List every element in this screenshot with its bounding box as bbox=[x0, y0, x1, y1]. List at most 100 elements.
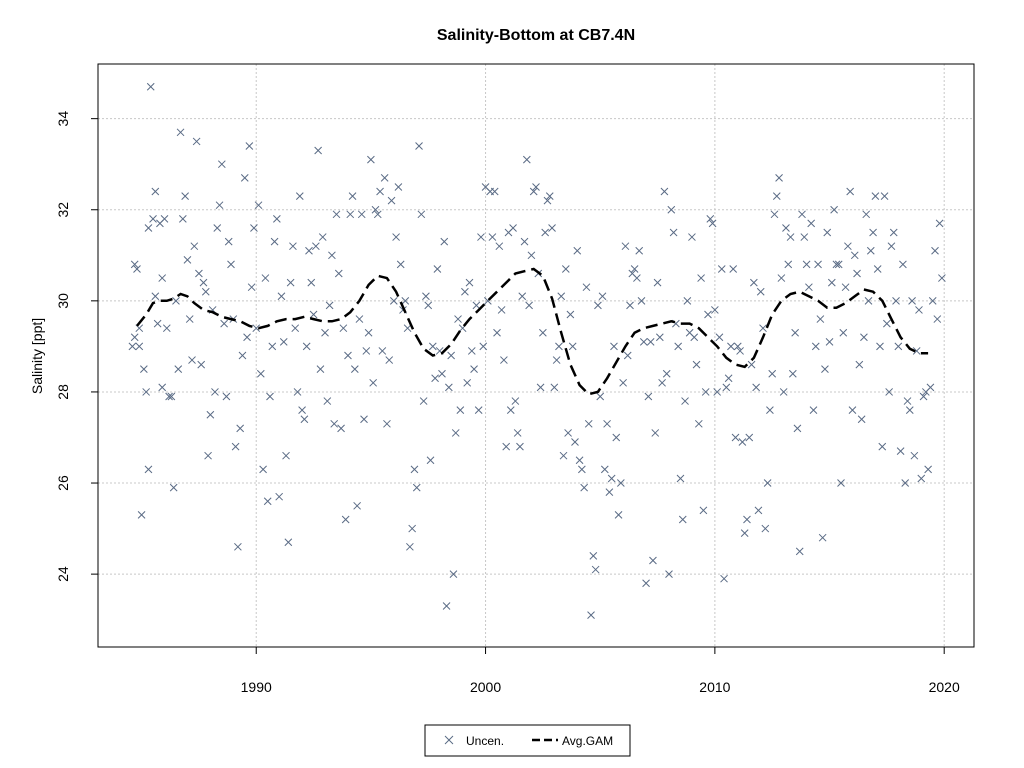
data-point bbox=[169, 483, 178, 492]
data-point bbox=[830, 205, 838, 214]
data-point bbox=[334, 269, 343, 278]
data-point bbox=[513, 429, 522, 437]
data-point bbox=[238, 351, 247, 360]
data-point bbox=[802, 260, 811, 269]
data-point bbox=[630, 265, 639, 273]
data-point bbox=[933, 315, 942, 323]
data-point bbox=[160, 215, 169, 223]
data-point bbox=[816, 315, 825, 323]
data-point bbox=[176, 128, 185, 137]
data-point bbox=[823, 228, 832, 237]
data-point bbox=[651, 429, 660, 437]
data-point bbox=[878, 442, 887, 451]
data-point bbox=[600, 465, 609, 474]
x-axis: 1990 2000 2010 2020 bbox=[241, 646, 960, 695]
data-point bbox=[717, 265, 726, 273]
data-point bbox=[729, 265, 738, 273]
data-point bbox=[692, 360, 701, 369]
data-point bbox=[311, 242, 320, 251]
data-point bbox=[252, 324, 261, 333]
data-point bbox=[793, 424, 802, 433]
data-point bbox=[910, 451, 919, 460]
y-tick-label: 32 bbox=[55, 202, 71, 218]
data-point bbox=[456, 406, 465, 415]
data-point bbox=[167, 392, 176, 401]
data-point bbox=[653, 278, 662, 287]
data-point bbox=[140, 365, 148, 374]
data-point bbox=[770, 210, 779, 219]
data-point bbox=[454, 315, 462, 323]
data-point bbox=[146, 82, 155, 91]
data-point bbox=[291, 324, 300, 333]
data-point bbox=[697, 274, 705, 282]
data-point bbox=[915, 306, 923, 314]
data-point bbox=[387, 196, 396, 205]
data-point bbox=[924, 465, 932, 474]
data-point bbox=[688, 233, 696, 241]
data-point bbox=[394, 183, 403, 191]
data-point bbox=[477, 233, 485, 241]
x-tick-label: 2010 bbox=[699, 679, 730, 695]
data-point bbox=[181, 192, 189, 200]
data-point bbox=[899, 260, 907, 269]
data-point bbox=[279, 337, 288, 346]
data-point bbox=[511, 397, 520, 405]
data-point bbox=[305, 246, 313, 255]
y-tick-label: 30 bbox=[55, 293, 71, 309]
data-point bbox=[756, 287, 765, 296]
data-point bbox=[711, 306, 719, 314]
data-point bbox=[307, 278, 316, 287]
data-point bbox=[894, 342, 903, 351]
data-point bbox=[158, 383, 167, 392]
data-point bbox=[598, 292, 607, 301]
data-point bbox=[614, 511, 623, 519]
data-point bbox=[619, 378, 627, 387]
data-point bbox=[250, 224, 258, 232]
data-point bbox=[316, 365, 325, 374]
y-axis: 24 26 28 30 32 34 bbox=[55, 111, 98, 582]
data-point bbox=[665, 570, 673, 578]
data-point bbox=[901, 479, 910, 487]
data-point bbox=[286, 278, 295, 287]
data-point bbox=[646, 337, 655, 346]
data-point bbox=[339, 324, 348, 333]
data-point bbox=[302, 342, 311, 351]
data-point bbox=[805, 283, 813, 292]
data-point bbox=[596, 392, 605, 401]
data-point bbox=[555, 342, 563, 351]
data-point bbox=[818, 533, 827, 542]
data-point bbox=[270, 237, 279, 246]
data-point bbox=[825, 337, 834, 346]
data-point bbox=[667, 205, 676, 214]
data-point bbox=[589, 552, 598, 560]
y-tick-label: 26 bbox=[55, 475, 71, 491]
data-point bbox=[848, 406, 857, 415]
data-point bbox=[463, 378, 472, 387]
data-point bbox=[827, 278, 836, 287]
data-point bbox=[236, 424, 245, 433]
data-point bbox=[353, 501, 361, 510]
data-point bbox=[422, 292, 430, 301]
data-point bbox=[807, 219, 816, 228]
data-point bbox=[142, 388, 151, 396]
data-point bbox=[247, 283, 256, 292]
data-point bbox=[761, 524, 770, 533]
data-point bbox=[639, 337, 648, 346]
data-point bbox=[866, 246, 875, 255]
data-point bbox=[323, 397, 332, 405]
data-point bbox=[261, 274, 270, 282]
data-point bbox=[605, 488, 614, 496]
data-point bbox=[857, 415, 866, 424]
data-point bbox=[201, 287, 210, 296]
data-point bbox=[853, 269, 861, 278]
data-point bbox=[220, 319, 228, 328]
data-point bbox=[669, 228, 678, 237]
data-point bbox=[222, 392, 231, 401]
data-point bbox=[541, 228, 550, 237]
data-point bbox=[743, 515, 751, 524]
data-point bbox=[348, 192, 357, 200]
legend-label-gam: Avg.GAM bbox=[562, 734, 613, 748]
data-point bbox=[426, 456, 435, 465]
data-point bbox=[318, 233, 327, 241]
data-point bbox=[364, 328, 373, 337]
